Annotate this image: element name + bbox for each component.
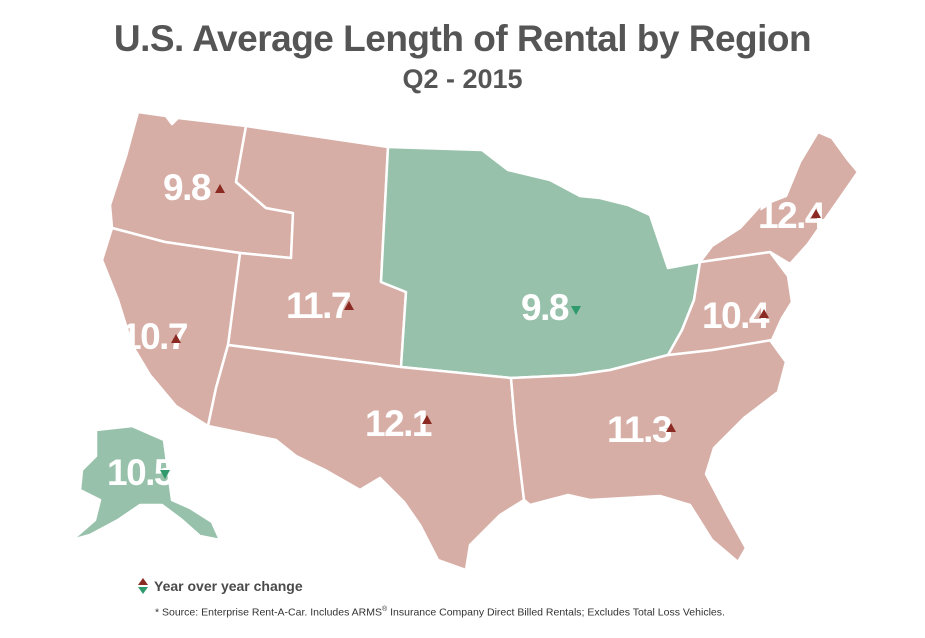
value-southeast: 11.3 — [607, 409, 672, 450]
region-alaska — [70, 424, 222, 542]
legend-change-icon — [138, 578, 148, 594]
region-northeast — [698, 130, 860, 266]
value-mid-atlantic: 10.4 — [702, 295, 770, 336]
map-title: U.S. Average Length of Rental by Region — [113, 18, 812, 59]
legend: Year over year change — [138, 578, 303, 594]
up-triangle-icon — [666, 423, 676, 432]
source-suffix: Insurance Company Direct Billed Rentals;… — [387, 606, 725, 619]
value-south-central: 12.1 — [365, 403, 432, 444]
down-triangle-icon — [138, 587, 148, 594]
map-subtitle: Q2 - 2015 — [402, 64, 523, 94]
down-triangle-icon — [571, 306, 581, 315]
region-california — [100, 226, 242, 428]
registered-mark: ® — [382, 606, 388, 613]
up-triangle-icon — [811, 209, 821, 218]
up-triangle-icon — [422, 415, 432, 424]
region-south-central — [206, 343, 526, 572]
source-prefix: * Source: Enterprise Rent-A-Car. Include… — [155, 606, 383, 619]
value-northwest: 9.8 — [163, 167, 211, 208]
up-triangle-icon — [138, 578, 148, 585]
up-triangle-icon — [171, 334, 181, 343]
region-midwest — [379, 145, 702, 380]
source-note: * Source: Enterprise Rent-A-Car. Include… — [155, 606, 725, 619]
value-midwest: 9.8 — [521, 287, 569, 328]
legend-label: Year over year change — [154, 578, 303, 594]
down-triangle-icon — [160, 470, 170, 479]
region-mid-atlantic — [666, 250, 794, 357]
up-triangle-icon — [759, 309, 769, 318]
up-triangle-icon — [215, 184, 225, 193]
value-mountain: 11.7 — [286, 285, 350, 326]
up-triangle-icon — [344, 301, 354, 310]
